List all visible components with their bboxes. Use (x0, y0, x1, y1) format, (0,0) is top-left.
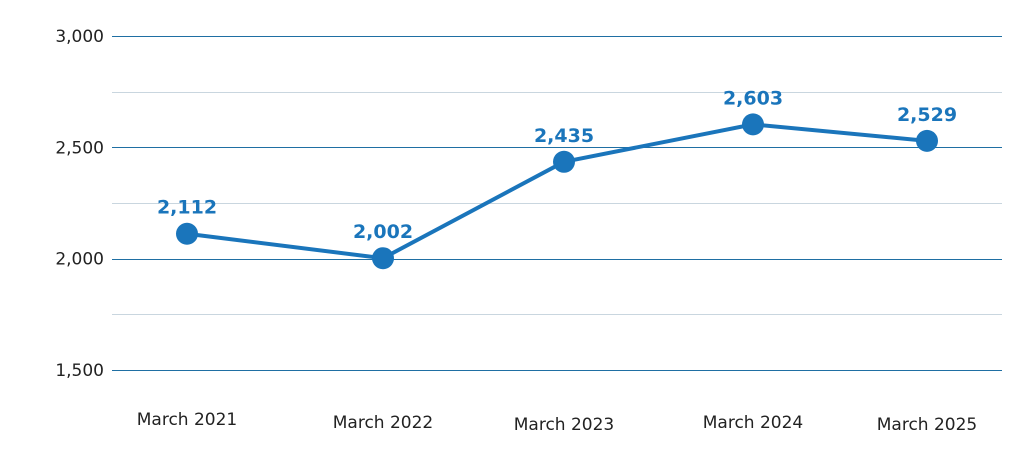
data-label: 2,112 (157, 197, 217, 219)
x-tick-label: March 2024 (703, 413, 804, 433)
x-tick-label: March 2021 (137, 410, 238, 430)
y-tick-label: 1,500 (55, 361, 104, 381)
data-labels: 2,112 2,002 2,435 2,603 2,529 (157, 87, 957, 243)
y-tick-label: 3,000 (55, 27, 104, 47)
x-tick-label: March 2023 (514, 415, 615, 435)
data-points (176, 113, 938, 270)
x-tick-label: March 2022 (333, 413, 434, 433)
y-tick-label: 2,000 (55, 250, 104, 270)
gridlines (112, 36, 1002, 371)
data-point (742, 113, 764, 136)
data-label: 2,603 (723, 87, 783, 109)
data-label: 2,435 (534, 125, 594, 147)
data-label: 2,529 (897, 104, 957, 126)
data-point (372, 247, 394, 270)
data-point (916, 129, 938, 152)
data-label: 2,002 (353, 221, 413, 243)
x-tick-label: March 2025 (877, 415, 978, 435)
data-point (176, 222, 198, 245)
y-axis: 1,500 2,000 2,500 3,000 (55, 27, 104, 381)
y-tick-label: 2,500 (55, 138, 104, 158)
x-axis: March 2021 March 2022 March 2023 March 2024… (137, 410, 978, 435)
data-point (553, 150, 575, 173)
